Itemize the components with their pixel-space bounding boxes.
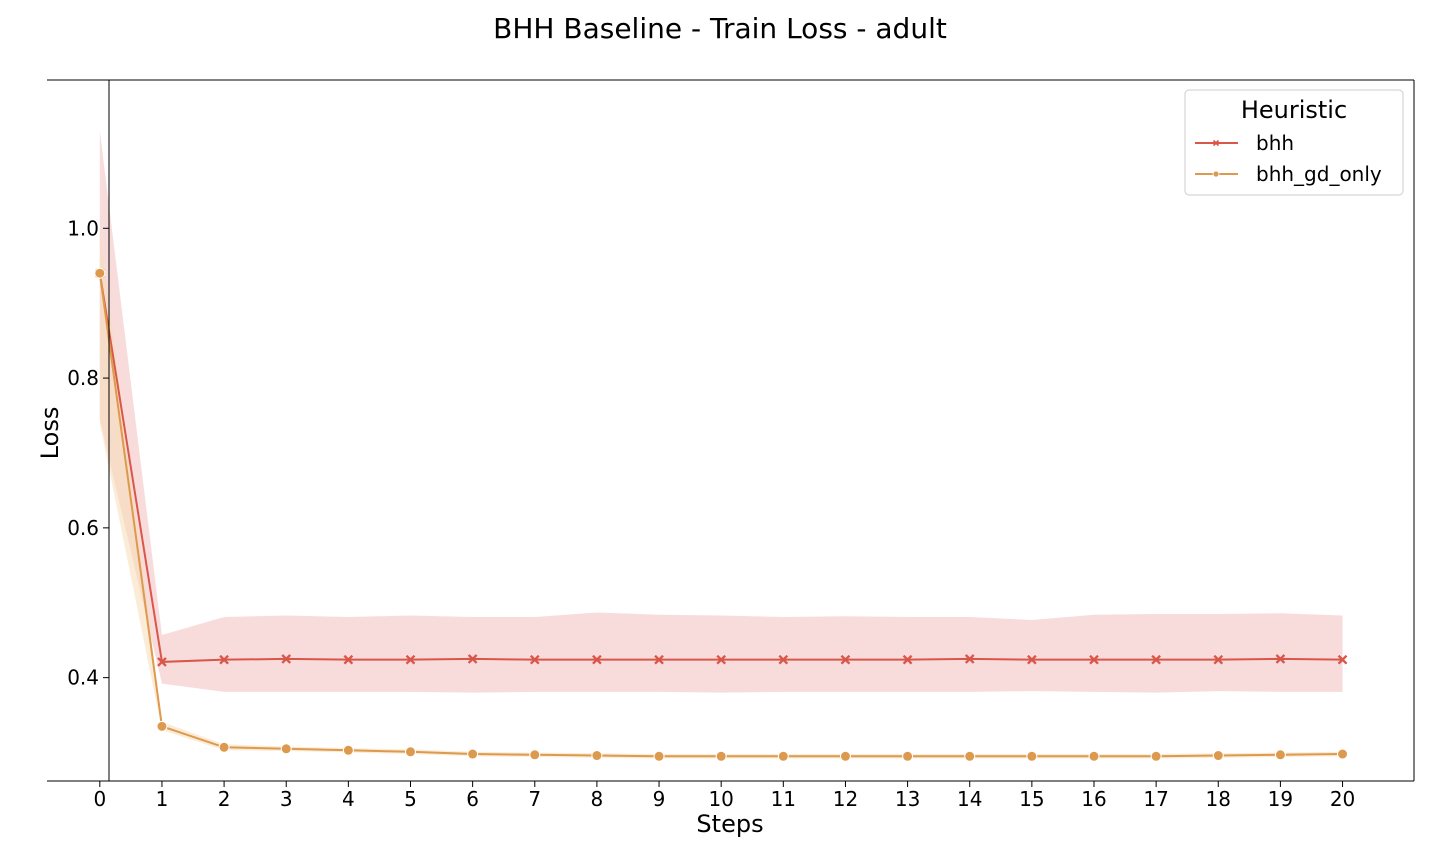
x-tick-label: 2 (218, 787, 231, 811)
legend: Heuristic bhh bhh_gd_only (1184, 89, 1404, 196)
data-point-bhh_gd_only (467, 748, 479, 760)
data-point-bhh (281, 654, 292, 664)
data-point-bhh_gd_only (839, 750, 851, 762)
legend-item-bhh_gd_only: bhh_gd_only (1195, 162, 1382, 186)
series-markers (94, 267, 1349, 762)
y-tick-label: 0.8 (67, 366, 99, 390)
x-tick-label: 1 (156, 787, 169, 811)
legend-title: Heuristic (1241, 96, 1347, 124)
data-point-bhh_gd_only (715, 750, 727, 762)
legend-frame (1184, 89, 1404, 196)
data-point-bhh (157, 657, 167, 667)
y-axis-label: Loss (36, 407, 64, 460)
x-tick-label: 0 (93, 787, 106, 811)
x-tick-label: 4 (342, 787, 355, 811)
x-tick-label: 12 (833, 787, 858, 811)
y-tick-label: 1.0 (67, 216, 99, 240)
data-point-bhh (219, 654, 229, 665)
data-point-bhh_gd_only (777, 750, 789, 762)
x-tick-label: 17 (1143, 787, 1168, 811)
legend-swatch-marker (1212, 170, 1220, 178)
data-point-bhh (1337, 654, 1348, 665)
y-tick-label: 0.4 (67, 666, 99, 690)
data-point-bhh_gd_only (1212, 750, 1224, 762)
data-point-bhh_gd_only (342, 744, 354, 756)
data-point-bhh_gd_only (156, 720, 168, 732)
series-line-bhh (98, 273, 1343, 663)
legend-item-bhh: bhh (1195, 131, 1294, 155)
x-tick-label: 10 (708, 787, 733, 811)
data-point-bhh_gd_only (653, 750, 665, 762)
x-tick-label: 6 (466, 787, 479, 811)
data-point-bhh_gd_only (591, 750, 603, 762)
data-point-bhh (405, 654, 416, 665)
data-point-bhh (1275, 654, 1286, 664)
data-point-bhh (840, 654, 851, 665)
x-tick-label: 15 (1019, 787, 1044, 811)
x-tick-label: 8 (591, 787, 604, 811)
data-point-bhh (1213, 654, 1224, 665)
x-tick-label: 11 (771, 787, 796, 811)
data-point-bhh_gd_only (280, 743, 292, 755)
data-point-bhh (1151, 654, 1161, 665)
data-point-bhh_gd_only (218, 741, 230, 753)
y-axis-ticks: 0.4 0.6 0.8 1.0 (67, 216, 109, 690)
data-point-bhh (592, 654, 602, 665)
x-tick-label: 13 (895, 787, 920, 811)
legend-label: bhh (1256, 131, 1294, 155)
chart-title: BHH Baseline - Train Loss - adult (493, 12, 947, 45)
legend-swatch-marker (1212, 139, 1220, 147)
x-axis-label: Steps (696, 810, 763, 838)
data-point-bhh_gd_only (964, 750, 976, 762)
x-axis-ticks: 0 1 2 3 4 5 6 7 8 9 10 11 12 13 14 15 16 17 18 19 20 (93, 781, 1355, 811)
data-point-bhh_gd_only (1088, 750, 1100, 762)
x-tick-label: 20 (1330, 787, 1355, 811)
data-point-bhh (529, 654, 540, 665)
data-point-bhh_gd_only (902, 750, 914, 762)
confidence-band-bhh (99, 130, 1343, 693)
x-tick-label: 3 (280, 787, 293, 811)
data-point-bhh_gd_only (1026, 750, 1038, 762)
x-tick-label: 19 (1268, 787, 1293, 811)
data-point-bhh_gd_only (94, 267, 106, 279)
x-tick-label: 18 (1206, 787, 1231, 811)
data-point-bhh_gd_only (529, 749, 541, 761)
data-point-bhh (902, 654, 913, 665)
y-tick-label: 0.6 (67, 516, 99, 540)
data-point-bhh (654, 654, 664, 665)
legend-items: bhh bhh_gd_only (1195, 131, 1382, 186)
data-point-bhh (778, 654, 789, 665)
data-point-bhh (964, 654, 975, 664)
x-tick-label: 16 (1081, 787, 1106, 811)
data-point-bhh_gd_only (404, 746, 416, 758)
x-tick-label: 9 (653, 787, 666, 811)
x-tick-label: 14 (957, 787, 982, 811)
data-point-bhh_gd_only (1150, 750, 1162, 762)
data-point-bhh_gd_only (1274, 749, 1286, 761)
x-tick-label: 5 (404, 787, 417, 811)
data-point-bhh (1027, 654, 1037, 665)
data-point-bhh (343, 654, 354, 665)
x-tick-label: 7 (528, 787, 541, 811)
data-point-bhh (1089, 654, 1099, 665)
data-point-bhh_gd_only (1337, 748, 1349, 760)
legend-label: bhh_gd_only (1256, 162, 1382, 186)
data-point-bhh (716, 654, 727, 665)
confidence-bands (99, 130, 1343, 759)
data-point-bhh (467, 654, 478, 664)
